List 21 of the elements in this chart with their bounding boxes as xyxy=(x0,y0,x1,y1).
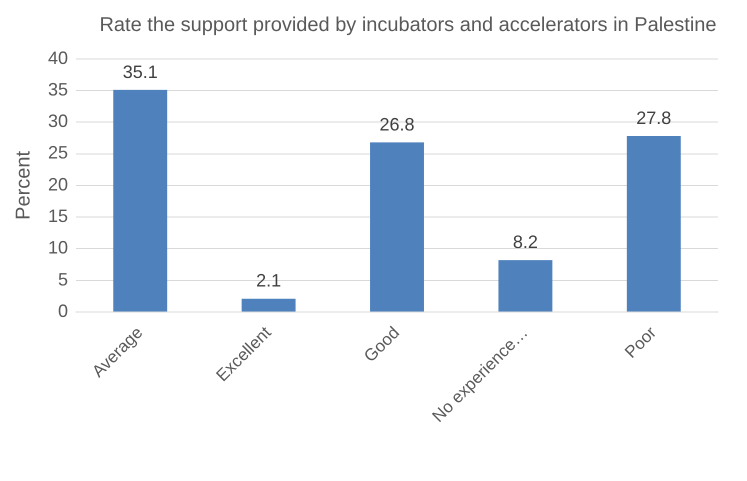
chart-title: Rate the support provided by incubators and accelerators in Palestine xyxy=(98,13,718,38)
y-tick-label: 40 xyxy=(48,48,68,68)
y-tick-label: 0 xyxy=(58,301,68,322)
y-axis-title: Percent xyxy=(12,150,35,220)
y-tick-label: 10 xyxy=(48,238,68,258)
y-tick-label: 15 xyxy=(48,206,68,226)
bar xyxy=(498,260,552,312)
data-label: 26.8 xyxy=(379,114,415,134)
bar xyxy=(370,142,424,312)
y-tick-label: 25 xyxy=(48,142,68,163)
data-label: 8.2 xyxy=(512,232,538,252)
data-label: 27.8 xyxy=(636,108,672,128)
y-tick-label: 5 xyxy=(58,269,68,290)
y-tick-label: 20 xyxy=(48,174,68,194)
y-tick-label: 30 xyxy=(48,111,68,132)
bar xyxy=(242,298,296,312)
data-label: 2.1 xyxy=(256,270,282,291)
bar xyxy=(626,136,681,312)
data-label: 35.1 xyxy=(122,62,158,82)
bar xyxy=(113,90,168,312)
y-tick-label: 35 xyxy=(48,79,68,100)
